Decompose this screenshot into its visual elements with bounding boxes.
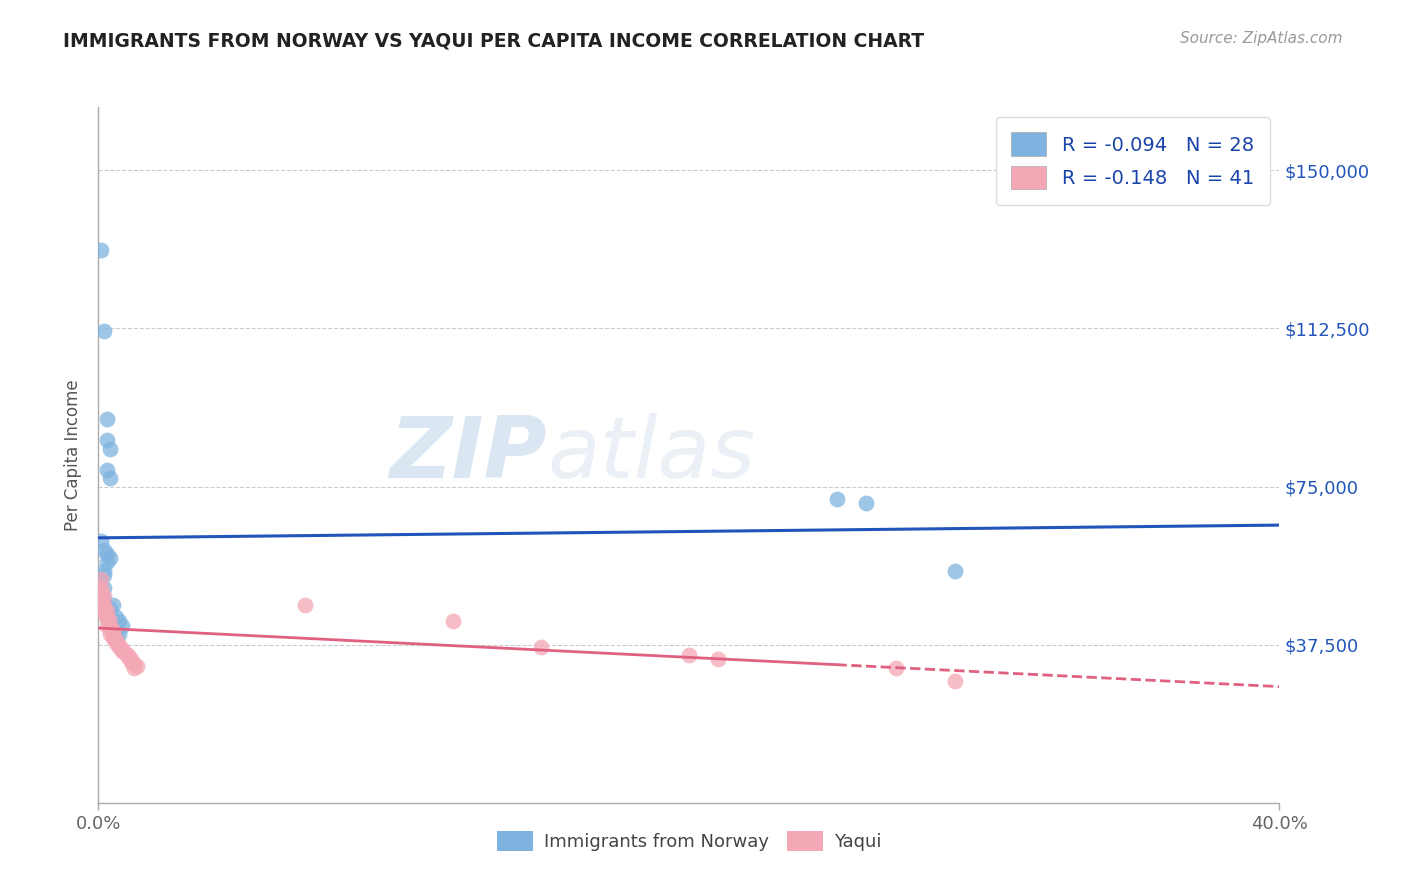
Point — [98, 442, 121, 456]
Point — [93, 606, 115, 620]
Point — [122, 657, 145, 671]
Point — [90, 244, 112, 258]
Y-axis label: Per Capita Income: Per Capita Income — [65, 379, 83, 531]
Point — [117, 650, 139, 665]
Point — [93, 593, 115, 607]
Point — [93, 542, 115, 557]
Point — [98, 615, 121, 629]
Point — [105, 632, 128, 646]
Point — [103, 632, 125, 646]
Point — [93, 324, 115, 338]
Text: Source: ZipAtlas.com: Source: ZipAtlas.com — [1180, 31, 1343, 46]
Point — [105, 635, 128, 649]
Point — [111, 641, 134, 656]
Point — [294, 598, 316, 612]
Legend: Immigrants from Norway, Yaqui: Immigrants from Norway, Yaqui — [488, 822, 890, 860]
Point — [98, 627, 121, 641]
Point — [98, 602, 121, 616]
Point — [90, 591, 112, 606]
Point — [125, 658, 148, 673]
Point — [943, 564, 966, 578]
Point — [530, 640, 553, 654]
Point — [441, 615, 464, 629]
Point — [96, 610, 118, 624]
Point — [96, 556, 118, 570]
Point — [90, 534, 112, 549]
Point — [96, 618, 118, 632]
Point — [98, 621, 121, 635]
Point — [90, 581, 112, 595]
Point — [120, 655, 142, 669]
Point — [111, 618, 134, 632]
Point — [114, 646, 136, 660]
Point — [707, 652, 730, 666]
Point — [90, 572, 112, 586]
Point — [90, 572, 112, 586]
Point — [120, 652, 142, 666]
Point — [98, 551, 121, 566]
Text: atlas: atlas — [547, 413, 755, 497]
Point — [855, 496, 877, 510]
Point — [90, 585, 112, 599]
Point — [825, 492, 848, 507]
Point — [108, 640, 131, 654]
Point — [111, 644, 134, 658]
Point — [105, 633, 128, 648]
Point — [93, 602, 115, 616]
Point — [93, 598, 115, 612]
Point — [93, 568, 115, 582]
Point — [96, 547, 118, 561]
Point — [96, 433, 118, 447]
Point — [117, 648, 139, 663]
Point — [90, 585, 112, 599]
Point — [93, 564, 115, 578]
Point — [105, 610, 128, 624]
Point — [93, 589, 115, 603]
Point — [122, 661, 145, 675]
Point — [884, 661, 907, 675]
Point — [96, 612, 118, 626]
Point — [98, 471, 121, 485]
Point — [90, 595, 112, 609]
Point — [108, 627, 131, 641]
Point — [93, 581, 115, 595]
Point — [96, 604, 118, 618]
Point — [96, 463, 118, 477]
Text: ZIP: ZIP — [389, 413, 547, 497]
Point — [108, 615, 131, 629]
Point — [108, 638, 131, 652]
Point — [943, 673, 966, 688]
Point — [103, 625, 125, 640]
Point — [103, 598, 125, 612]
Point — [103, 623, 125, 637]
Point — [103, 629, 125, 643]
Point — [678, 648, 700, 663]
Text: IMMIGRANTS FROM NORWAY VS YAQUI PER CAPITA INCOME CORRELATION CHART: IMMIGRANTS FROM NORWAY VS YAQUI PER CAPI… — [63, 31, 924, 50]
Point — [96, 412, 118, 426]
